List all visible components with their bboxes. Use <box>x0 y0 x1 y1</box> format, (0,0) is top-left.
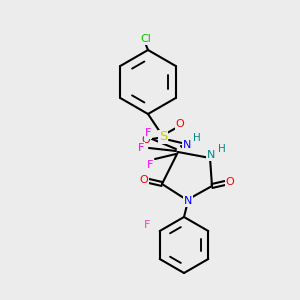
Text: N: N <box>207 150 215 160</box>
Text: F: F <box>145 128 151 138</box>
Text: O: O <box>226 177 234 187</box>
Text: Cl: Cl <box>141 34 152 44</box>
Text: O: O <box>140 175 148 185</box>
Text: F: F <box>147 160 153 170</box>
Text: F: F <box>138 143 144 153</box>
Text: H: H <box>193 133 201 143</box>
Text: O: O <box>142 135 150 145</box>
Text: S: S <box>159 130 167 143</box>
Text: N: N <box>184 196 192 206</box>
Text: F: F <box>144 220 151 230</box>
Text: N: N <box>183 140 191 150</box>
Text: O: O <box>176 119 184 129</box>
Text: H: H <box>218 144 226 154</box>
